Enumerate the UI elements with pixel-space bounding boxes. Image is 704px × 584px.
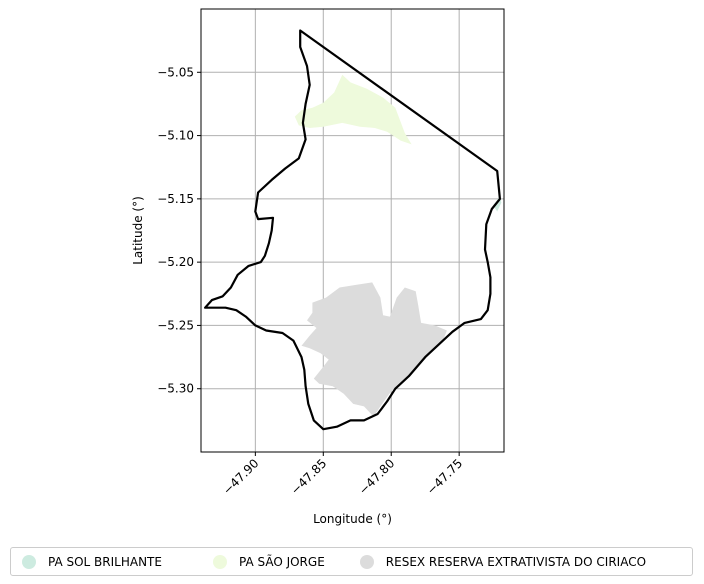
region-resex-reserva-extrativista-do-ciriaco	[301, 282, 447, 417]
x-tick-label: −47.85	[288, 456, 329, 497]
y-tick-label: −5.25	[157, 318, 194, 332]
y-tick-label: −5.10	[157, 129, 194, 143]
legend-marker-resex-ciriaco	[359, 554, 374, 569]
boundary-layer	[204, 29, 501, 431]
legend-marker-sol-brilhante	[22, 554, 36, 569]
x-tick-label: −47.90	[220, 456, 261, 497]
study-area-boundary	[204, 29, 501, 431]
y-tick-label: −5.20	[157, 255, 194, 269]
legend-item-sao-jorge: PA SÃO JORGE	[212, 554, 325, 569]
legend-label-sol-brilhante: PA SOL BRILHANTE	[48, 554, 162, 569]
y-tick-label: −5.05	[157, 65, 194, 79]
legend-label-sao-jorge: PA SÃO JORGE	[238, 554, 325, 569]
legend-item-sol-brilhante: PA SOL BRILHANTE	[22, 554, 162, 569]
region-pa-sao-jorge	[294, 74, 412, 145]
legend-label-resex-ciriaco: RESEX RESERVA EXTRATIVISTA DO CIRIACO	[385, 554, 647, 569]
tick-layer: −47.90 −47.85 −47.80 −47.75 −5.05 −5.10 −5.15 −…	[157, 65, 465, 497]
plot-frame	[200, 8, 505, 453]
region-layer	[294, 74, 502, 417]
x-tick-label: −47.80	[356, 456, 397, 497]
x-axis-label: Longitude (°)	[313, 512, 392, 526]
y-tick-label: −5.30	[157, 382, 194, 396]
y-axis-label: Latitude (°)	[131, 196, 145, 265]
map-chart: −47.90 −47.85 −47.80 −47.75 −5.05 −5.10 −5.15 −…	[131, 8, 505, 526]
map-legend: PA SOL BRILHANTE PA SÃO JORGE RESEX RESE…	[10, 547, 693, 576]
legend-item-resex-ciriaco: RESEX RESERVA EXTRATIVISTA DO CIRIACO	[359, 554, 647, 569]
x-tick-label: −47.75	[424, 456, 465, 497]
legend-marker-sao-jorge	[212, 554, 227, 569]
y-tick-label: −5.15	[157, 192, 194, 206]
